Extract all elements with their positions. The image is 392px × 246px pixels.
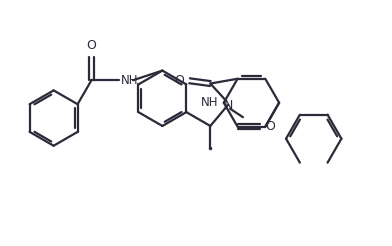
Text: O: O xyxy=(174,74,183,87)
Text: O: O xyxy=(87,39,96,52)
Text: NH: NH xyxy=(121,74,139,87)
Text: O: O xyxy=(266,120,276,133)
Text: NH: NH xyxy=(201,96,219,109)
Text: N: N xyxy=(223,99,233,112)
